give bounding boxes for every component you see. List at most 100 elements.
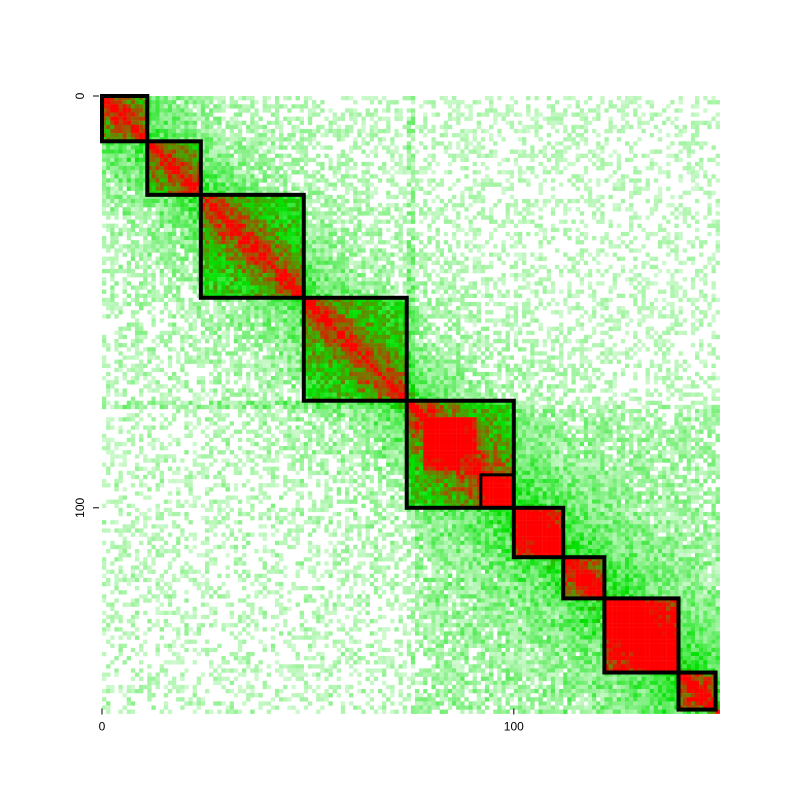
heatmap-cell — [407, 257, 411, 261]
heatmap-cell — [526, 322, 530, 326]
heatmap-cell — [271, 178, 275, 182]
heatmap-cell — [522, 310, 526, 314]
heatmap-cell — [217, 314, 221, 318]
heatmap-cell — [176, 203, 180, 207]
heatmap-cell — [151, 178, 155, 182]
heatmap-cell — [283, 302, 287, 306]
heatmap-cell — [518, 112, 522, 116]
heatmap-cell — [666, 252, 670, 256]
heatmap-cell — [143, 199, 147, 203]
heatmap-cell — [489, 178, 493, 182]
heatmap-cell — [621, 117, 625, 121]
heatmap-cell — [506, 187, 510, 191]
heatmap-cell — [123, 244, 127, 248]
heatmap-cell — [386, 104, 390, 108]
heatmap-cell — [250, 327, 254, 331]
heatmap-cell — [390, 158, 394, 162]
heatmap-cell — [226, 224, 230, 228]
heatmap-cell — [415, 178, 419, 182]
heatmap-cell — [357, 220, 361, 224]
heatmap-cell — [164, 220, 168, 224]
heatmap-cell — [221, 96, 225, 100]
heatmap-cell — [114, 182, 118, 186]
heatmap-cell — [263, 236, 267, 240]
heatmap-cell — [156, 133, 160, 137]
heatmap-cell — [188, 203, 192, 207]
heatmap-cell — [345, 281, 349, 285]
heatmap-cell — [151, 236, 155, 240]
heatmap-cell — [588, 314, 592, 318]
heatmap-cell — [703, 294, 707, 298]
heatmap-cell — [497, 199, 501, 203]
heatmap-cell — [263, 141, 267, 145]
heatmap-cell — [205, 228, 209, 232]
heatmap-cell — [296, 302, 300, 306]
heatmap-cell — [390, 150, 394, 154]
heatmap-cell — [382, 137, 386, 141]
heatmap-cell — [221, 133, 225, 137]
heatmap-cell — [559, 199, 563, 203]
heatmap-cell — [172, 228, 176, 232]
heatmap-cell — [547, 96, 551, 100]
heatmap-cell — [193, 257, 197, 261]
heatmap-cell — [250, 100, 254, 104]
heatmap-cell — [679, 298, 683, 302]
heatmap-cell — [205, 100, 209, 104]
heatmap-cell — [501, 187, 505, 191]
heatmap-cell — [143, 228, 147, 232]
heatmap-cell — [629, 158, 633, 162]
heatmap-cell — [287, 248, 291, 252]
heatmap-cell — [213, 162, 217, 166]
heatmap-cell — [254, 306, 258, 310]
heatmap-cell — [555, 310, 559, 314]
heatmap-cell — [543, 145, 547, 149]
heatmap-cell — [147, 240, 151, 244]
heatmap-cell — [291, 240, 295, 244]
heatmap-cell — [221, 261, 225, 265]
heatmap-cell — [637, 191, 641, 195]
heatmap-cell — [633, 178, 637, 182]
heatmap-cell — [493, 285, 497, 289]
heatmap-cell — [547, 273, 551, 277]
heatmap-cell — [357, 191, 361, 195]
heatmap-cell — [226, 215, 230, 219]
heatmap-cell — [629, 203, 633, 207]
heatmap-cell — [576, 240, 580, 244]
heatmap-cell — [691, 261, 695, 265]
heatmap-cell — [271, 182, 275, 186]
heatmap-cell — [637, 248, 641, 252]
heatmap-cell — [238, 154, 242, 158]
heatmap-cell — [469, 294, 473, 298]
heatmap-cell — [114, 162, 118, 166]
heatmap-cell — [440, 302, 444, 306]
heatmap-cell — [193, 306, 197, 310]
heatmap-cell — [399, 240, 403, 244]
heatmap-cell — [679, 285, 683, 289]
heatmap-cell — [164, 178, 168, 182]
heatmap-cell — [151, 224, 155, 228]
heatmap-cell — [534, 281, 538, 285]
heatmap-cell — [337, 322, 341, 326]
heatmap-cell — [287, 236, 291, 240]
heatmap-cell — [308, 252, 312, 256]
heatmap-cell — [563, 203, 567, 207]
heatmap-cell — [139, 108, 143, 112]
heatmap-cell — [296, 318, 300, 322]
heatmap-cell — [246, 150, 250, 154]
heatmap-cell — [230, 187, 234, 191]
heatmap-cell — [703, 215, 707, 219]
heatmap-cell — [156, 166, 160, 170]
heatmap-cell — [584, 137, 588, 141]
heatmap-cell — [460, 306, 464, 310]
heatmap-cell — [328, 248, 332, 252]
heatmap-cell — [440, 277, 444, 281]
heatmap-cell — [139, 191, 143, 195]
heatmap-cell — [514, 318, 518, 322]
heatmap-cell — [156, 174, 160, 178]
heatmap-cell — [106, 298, 110, 302]
heatmap-cell — [337, 166, 341, 170]
heatmap-cell — [349, 285, 353, 289]
heatmap-cell — [341, 281, 345, 285]
heatmap-cell — [172, 178, 176, 182]
heatmap-cell — [114, 191, 118, 195]
